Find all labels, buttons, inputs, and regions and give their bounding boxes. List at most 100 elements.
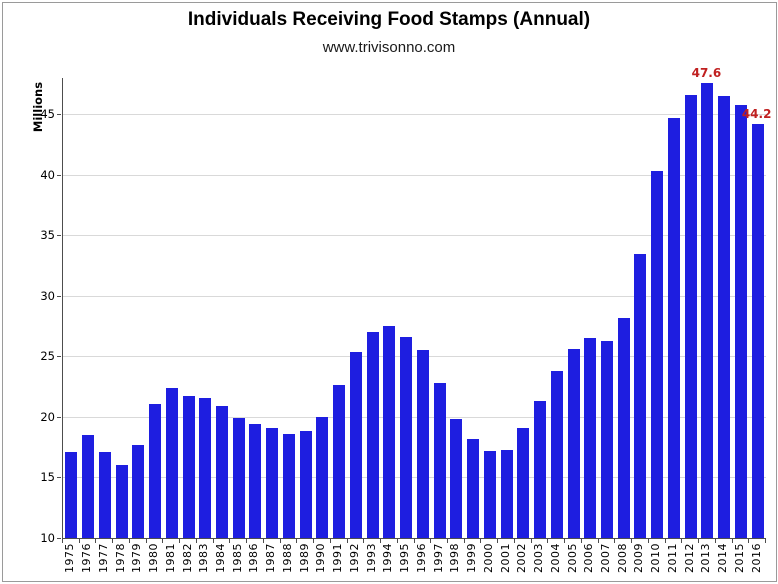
x-tick-mark-8	[196, 539, 197, 543]
bar-1977	[98, 452, 111, 538]
bar-2001	[500, 449, 513, 538]
bar-2007	[600, 340, 613, 538]
x-tick-label-1993: 1993	[364, 543, 378, 573]
x-tick-label-1975: 1975	[63, 543, 77, 573]
x-tick-mark-5	[146, 539, 147, 543]
bar-1997	[433, 383, 446, 538]
bar-1991	[333, 385, 346, 538]
x-tick-mark-24	[464, 539, 465, 543]
x-tick-label-1983: 1983	[197, 543, 211, 573]
x-tick-mark-22	[430, 539, 431, 543]
x-tick-label-1991: 1991	[331, 543, 345, 573]
x-tick-label-1992: 1992	[347, 543, 361, 573]
x-tick-mark-7	[179, 539, 180, 543]
bar-1986	[249, 424, 262, 538]
bar-1989	[299, 431, 312, 538]
x-tick-mark-37	[681, 539, 682, 543]
bar-2006	[584, 338, 597, 538]
x-tick-label-1981: 1981	[163, 543, 177, 573]
y-tick-mark-25	[57, 356, 61, 358]
x-tick-mark-41	[748, 539, 749, 543]
data-label-2013: 47.6	[691, 65, 722, 80]
bar-1985	[232, 418, 245, 538]
chart-subtitle: www.trivisonno.com	[322, 39, 456, 56]
x-tick-mark-40	[732, 539, 733, 543]
x-tick-label-2007: 2007	[598, 543, 612, 573]
x-tick-mark-31	[581, 539, 582, 543]
x-tick-label-1977: 1977	[96, 543, 110, 573]
x-tick-label-1985: 1985	[230, 543, 244, 573]
x-tick-mark-35	[648, 539, 649, 543]
bar-2014	[718, 96, 731, 538]
y-tick-label-30: 30	[40, 288, 55, 303]
bar-1999	[467, 438, 480, 538]
x-tick-mark-6	[162, 539, 163, 543]
bar-1978	[115, 465, 128, 538]
x-tick-mark-12	[263, 539, 264, 543]
x-tick-label-2008: 2008	[615, 543, 629, 573]
x-tick-mark-17	[347, 539, 348, 543]
x-tick-mark-34	[631, 539, 632, 543]
x-tick-label-2011: 2011	[665, 543, 679, 573]
bar-1979	[132, 444, 145, 538]
bar-2009	[634, 253, 647, 538]
y-tick-label-20: 20	[40, 409, 55, 424]
y-tick-mark-20	[57, 416, 61, 418]
bar-2012	[684, 94, 697, 538]
x-tick-label-1980: 1980	[147, 543, 161, 573]
bar-1976	[82, 435, 95, 538]
bar-2004	[550, 370, 563, 538]
x-tick-label-2002: 2002	[515, 543, 529, 573]
x-tick-label-2003: 2003	[532, 543, 546, 573]
bar-1983	[199, 397, 212, 538]
y-tick-label-40: 40	[40, 167, 55, 182]
bar-2015	[734, 104, 747, 538]
x-tick-label-2006: 2006	[582, 543, 596, 573]
bar-2016	[751, 124, 764, 538]
gridline-y-30	[63, 295, 766, 297]
x-tick-mark-32	[598, 539, 599, 543]
x-tick-mark-15	[313, 539, 314, 543]
y-tick-mark-15	[57, 477, 61, 479]
y-tick-label-10: 10	[40, 531, 55, 545]
x-tick-label-1997: 1997	[431, 543, 445, 573]
x-tick-mark-4	[129, 539, 130, 543]
x-tick-label-2012: 2012	[682, 543, 696, 573]
gridline-y-20	[63, 416, 766, 418]
bar-2003	[534, 401, 547, 538]
x-tick-mark-1	[79, 539, 80, 543]
x-tick-label-1984: 1984	[214, 543, 227, 573]
bar-1987	[266, 427, 279, 538]
x-tick-label-1989: 1989	[297, 543, 311, 573]
x-tick-label-1988: 1988	[280, 543, 294, 573]
bar-2013	[701, 82, 714, 538]
bar-2002	[517, 427, 530, 538]
x-tick-label-2015: 2015	[732, 543, 746, 573]
gridline-y-45	[63, 114, 766, 116]
x-tick-label-1976: 1976	[80, 543, 94, 573]
bar-1990	[316, 416, 329, 538]
y-tick-mark-30	[57, 295, 61, 297]
x-tick-mark-21	[414, 539, 415, 543]
gridline-y-25	[63, 356, 766, 358]
x-tick-mark-14	[296, 539, 297, 543]
gridline-y-35	[63, 235, 766, 237]
x-tick-mark-20	[397, 539, 398, 543]
y-tick-mark-45	[57, 114, 61, 116]
x-tick-label-2016: 2016	[749, 543, 763, 573]
x-tick-mark-0	[62, 539, 63, 543]
x-tick-label-1995: 1995	[398, 543, 412, 573]
bar-2011	[667, 117, 680, 538]
y-tick-label-35: 35	[40, 228, 55, 243]
bar-1995	[400, 337, 413, 538]
y-tick-mark-35	[57, 235, 61, 237]
x-tick-mark-36	[665, 539, 666, 543]
x-tick-label-2009: 2009	[632, 543, 646, 573]
x-tick-mark-19	[380, 539, 381, 543]
bar-2010	[651, 171, 664, 538]
x-tick-mark-16	[330, 539, 331, 543]
x-tick-mark-11	[246, 539, 247, 543]
bar-2000	[483, 450, 496, 538]
x-tick-label-2013: 2013	[699, 543, 713, 573]
